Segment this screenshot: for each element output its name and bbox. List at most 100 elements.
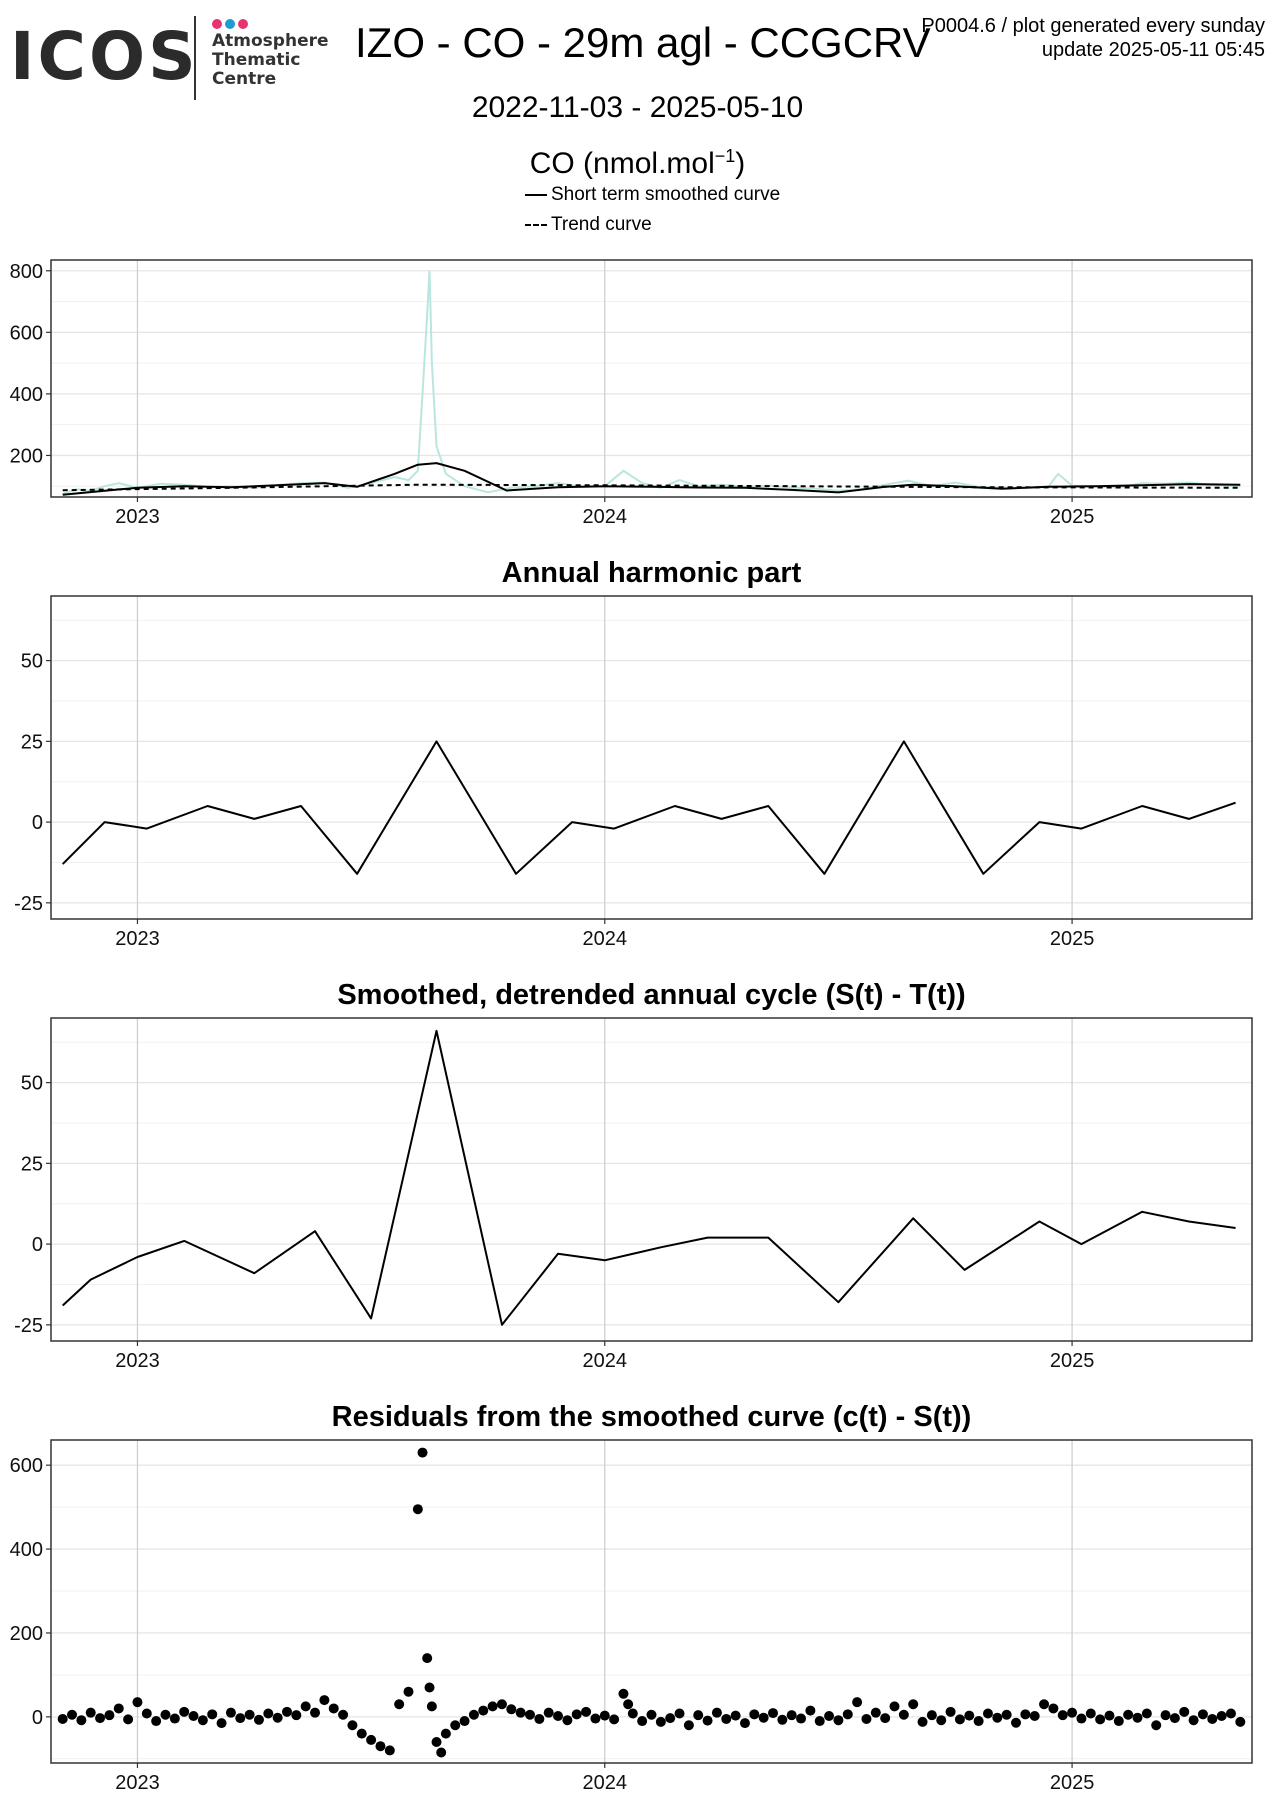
- p3-residual-point-1: [67, 1709, 78, 1720]
- p3-residual-point-61: [590, 1713, 601, 1724]
- p3-residual-point-10: [151, 1716, 162, 1727]
- p3-residual-point-101: [954, 1714, 965, 1725]
- p3-residual-point-45: [440, 1728, 451, 1739]
- p3-residual-point-64: [618, 1688, 629, 1699]
- p3-residual-point-4: [95, 1713, 106, 1724]
- p3-residual-point-65: [623, 1699, 634, 1710]
- p1-y-tick-label-3: 50: [21, 651, 43, 673]
- p3-residual-point-40: [422, 1653, 433, 1664]
- p3-residual-point-51: [496, 1699, 507, 1710]
- p3-residual-point-36: [394, 1699, 405, 1710]
- p3-residual-point-86: [814, 1716, 825, 1727]
- p3-x-tick-label-0: 2023: [115, 1772, 160, 1794]
- p0-panel-frame: [50, 259, 1253, 498]
- p3-residual-point-30: [338, 1709, 349, 1720]
- p2-y-tick-label-1: 0: [32, 1234, 43, 1256]
- p3-residual-point-99: [936, 1715, 947, 1726]
- p3-residual-point-95: [898, 1709, 909, 1720]
- p3-residual-point-70: [665, 1713, 676, 1724]
- logo-line-3: Centre: [212, 69, 277, 89]
- p3-residual-point-49: [478, 1705, 489, 1716]
- p3-residual-point-19: [235, 1713, 246, 1724]
- corner-line-2: update 2025-05-11 05:45: [1041, 39, 1265, 61]
- p0-y-tick-label-3: 800: [10, 261, 43, 283]
- p0-y-tick-label-1: 400: [10, 384, 43, 406]
- p3-residual-point-110: [1039, 1699, 1050, 1710]
- legend-label-smoothed: Short term smoothed curve: [551, 184, 781, 205]
- p3-residual-point-103: [973, 1716, 984, 1727]
- p0-raw-data-line: [62, 270, 1241, 495]
- p0-series-line-1: [62, 483, 1241, 492]
- p2-x-tick-label-1: 2024: [583, 1350, 628, 1372]
- p3-residual-point-60: [581, 1706, 592, 1717]
- legend-solid-line-icon: [525, 194, 547, 196]
- date-range: 2022-11-03 - 2025-05-10: [471, 91, 804, 124]
- p3-residual-point-77: [730, 1710, 741, 1721]
- p3-residual-point-59: [571, 1709, 582, 1720]
- p3-residual-point-74: [702, 1715, 713, 1726]
- p3-residual-point-78: [739, 1718, 750, 1729]
- p3-residual-point-69: [655, 1716, 666, 1727]
- p1-y-tick-label-2: 25: [21, 731, 43, 753]
- legend-label-trend: Trend curve: [551, 214, 652, 235]
- p3-residual-point-48: [468, 1709, 479, 1720]
- p3-residual-point-18: [225, 1707, 236, 1718]
- p3-residual-point-32: [356, 1728, 367, 1739]
- p3-residual-point-93: [880, 1713, 891, 1724]
- p3-residual-point-44: [436, 1747, 447, 1758]
- p3-residual-point-130: [1225, 1708, 1236, 1719]
- p3-residual-point-68: [646, 1709, 657, 1720]
- p3-residual-point-7: [123, 1714, 134, 1725]
- p3-residual-point-109: [1029, 1711, 1040, 1722]
- p3-residual-point-94: [889, 1701, 900, 1712]
- p2-x-tick-label-0: 2023: [115, 1350, 160, 1372]
- p3-residual-point-91: [861, 1713, 872, 1724]
- p2-y-tick-label-0: -25: [14, 1315, 43, 1337]
- p3-y-tick-label-1: 200: [10, 1623, 43, 1645]
- p3-residual-point-116: [1095, 1714, 1106, 1725]
- p0-x-tick-label-2: 2025: [1050, 506, 1095, 528]
- p3-residual-point-131: [1235, 1716, 1246, 1727]
- p3-residual-point-90: [852, 1697, 863, 1708]
- p3-residual-point-123: [1160, 1710, 1171, 1721]
- p3-residual-point-46: [450, 1720, 461, 1731]
- p3-residual-point-92: [870, 1707, 881, 1718]
- y-axis-label: CO (nmol.mol−1): [0, 136, 1275, 184]
- logo-dot-1: [212, 19, 222, 29]
- p3-residual-point-128: [1207, 1713, 1218, 1724]
- p3-residual-point-108: [1020, 1709, 1031, 1720]
- p3-residual-point-58: [562, 1715, 573, 1726]
- p3-residual-point-37: [403, 1686, 414, 1697]
- p3-residual-point-113: [1067, 1707, 1078, 1718]
- p3-residual-point-0: [57, 1713, 68, 1724]
- p3-residual-point-34: [375, 1741, 386, 1752]
- p3-residual-point-119: [1123, 1709, 1134, 1720]
- p3-residual-point-117: [1104, 1710, 1115, 1721]
- p3-residual-point-52: [506, 1704, 517, 1715]
- p3-residual-point-85: [805, 1705, 816, 1716]
- p3-residual-point-22: [263, 1708, 274, 1719]
- p3-panel-title: Residuals from the smoothed curve (c(t) …: [332, 1401, 972, 1433]
- p3-residual-point-80: [758, 1712, 769, 1723]
- p3-residual-point-63: [609, 1714, 620, 1725]
- p3-residual-point-127: [1197, 1709, 1208, 1720]
- p1-x-tick-label-2: 2025: [1050, 928, 1095, 950]
- p1-x-tick-label-0: 2023: [115, 928, 160, 950]
- p3-residual-point-56: [543, 1707, 554, 1718]
- p3-residual-point-62: [599, 1710, 610, 1721]
- p0-y-tick-label-0: 200: [10, 445, 43, 467]
- p3-residual-point-2: [76, 1715, 87, 1726]
- p3-residual-point-121: [1141, 1708, 1152, 1719]
- p3-residual-point-126: [1188, 1715, 1199, 1726]
- p3-residual-point-75: [711, 1707, 722, 1718]
- p3-residual-point-20: [244, 1709, 255, 1720]
- page-title: IZO - CO - 29m agl - CCGCRV: [355, 19, 931, 66]
- p3-residual-point-31: [347, 1720, 358, 1731]
- p3-residual-point-24: [281, 1706, 292, 1717]
- p2-panel-frame: [50, 1017, 1253, 1342]
- p3-residual-point-13: [179, 1706, 190, 1717]
- p2-y-tick-label-2: 25: [21, 1153, 43, 1175]
- p3-residual-point-47: [459, 1716, 470, 1727]
- p3-residual-point-14: [188, 1711, 199, 1722]
